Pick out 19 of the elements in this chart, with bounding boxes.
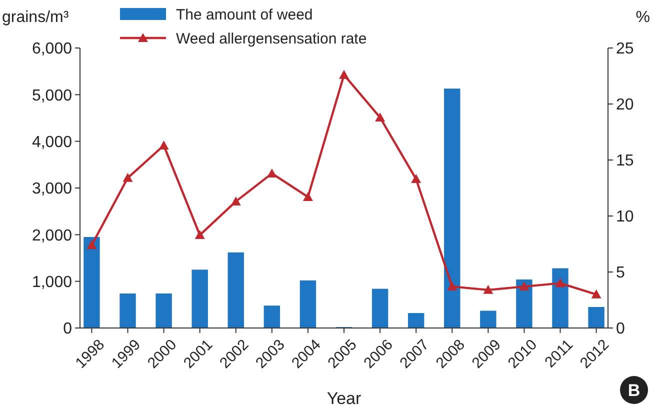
y2-tick-label: 5 (616, 264, 625, 282)
y2-axis-title: % (636, 9, 650, 26)
y2-tick-label: 15 (616, 152, 634, 170)
y2-tick-label: 25 (616, 40, 634, 58)
legend-label: The amount of weed (176, 6, 313, 24)
y2-tick-label: 0 (616, 320, 625, 338)
y-tick-label: 2,000 (32, 227, 72, 244)
y-tick-label: 1,000 (32, 274, 72, 291)
y-tick-label: 5,000 (32, 87, 72, 104)
y2-tick-label: 20 (616, 96, 634, 114)
y-tick-label: 3,000 (32, 180, 72, 198)
legend-label: Weed allergensensation rate (176, 30, 367, 48)
y-tick-label: 0 (63, 320, 72, 338)
x-axis-title: Year (326, 389, 362, 408)
y-tick-label: 6,000 (32, 40, 72, 58)
y2-tick-label: 10 (616, 208, 634, 226)
y-axis-title: grains/m³ (2, 9, 70, 26)
text: B (628, 381, 640, 400)
y-tick-label: 4,000 (32, 134, 72, 151)
